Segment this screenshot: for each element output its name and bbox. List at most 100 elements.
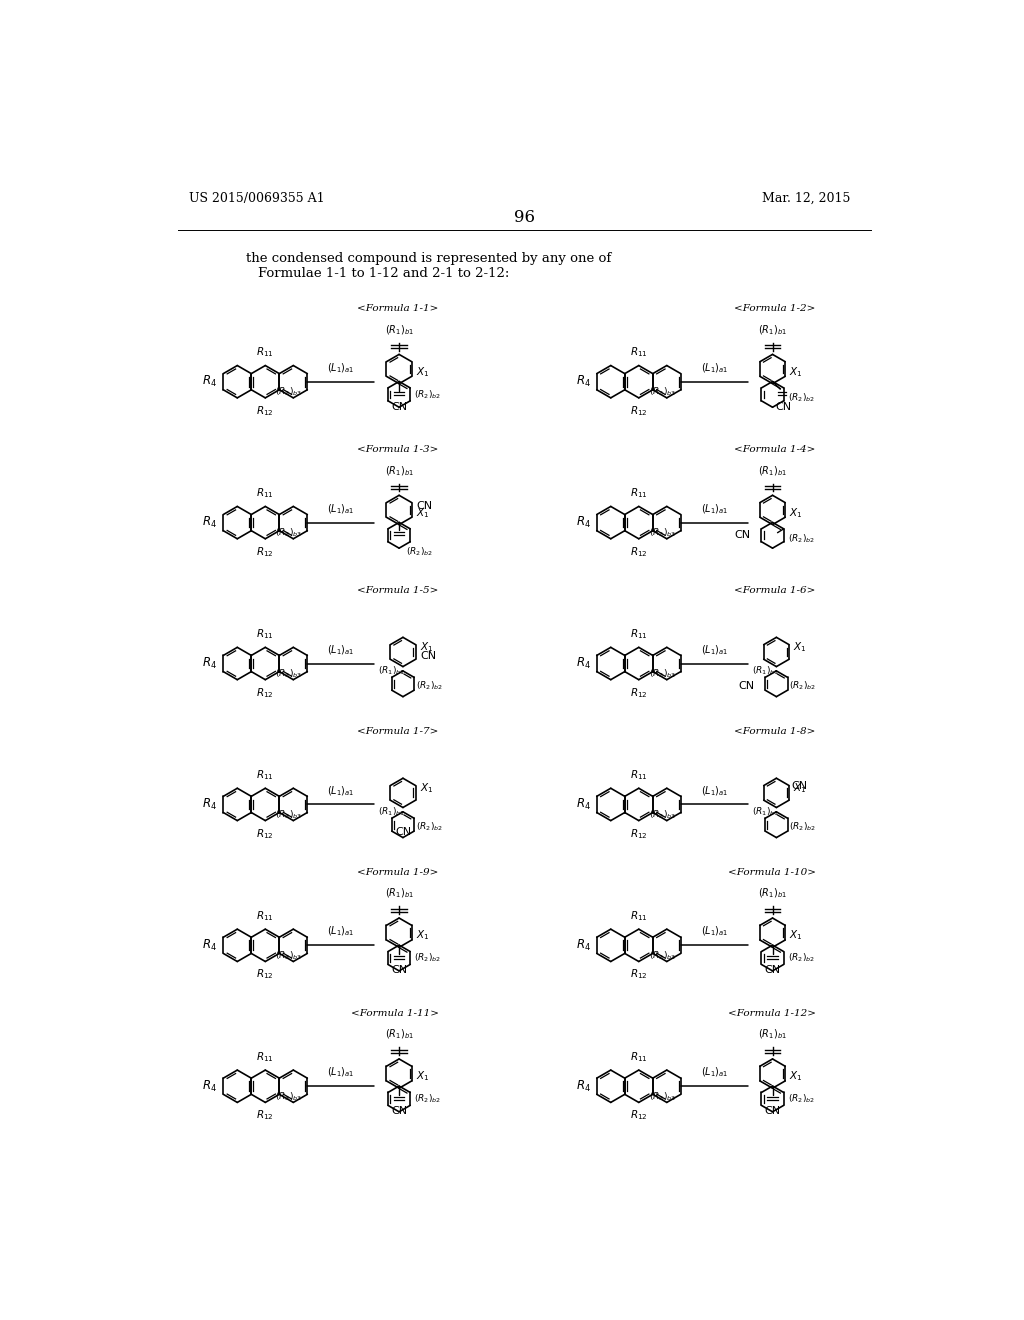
Text: $X_1$: $X_1$ <box>416 366 430 379</box>
Text: $R_{11}$: $R_{11}$ <box>630 1051 647 1064</box>
Text: $R_{11}$: $R_{11}$ <box>256 346 274 359</box>
Text: $(L_1)_{a1}$: $(L_1)_{a1}$ <box>700 925 728 939</box>
Text: $R_4$: $R_4$ <box>203 374 217 389</box>
Text: $(R_3)_{b3}$: $(R_3)_{b3}$ <box>648 385 676 399</box>
Text: $R_4$: $R_4$ <box>575 937 591 953</box>
Text: Formulae 1-1 to 1-12 and 2-1 to 2-12:: Formulae 1-1 to 1-12 and 2-1 to 2-12: <box>258 268 509 280</box>
Text: $(R_3)_{b3}$: $(R_3)_{b3}$ <box>648 949 676 962</box>
Text: <Formula 1-11>: <Formula 1-11> <box>350 1008 438 1018</box>
Text: CN: CN <box>391 1106 408 1117</box>
Text: $(R_2)_{b2}$: $(R_2)_{b2}$ <box>790 680 816 693</box>
Text: $(R_2)_{b2}$: $(R_2)_{b2}$ <box>415 1093 441 1105</box>
Text: $R_{12}$: $R_{12}$ <box>630 826 647 841</box>
Text: <Formula 1-8>: <Formula 1-8> <box>734 727 816 735</box>
Text: $(R_3)_{b3}$: $(R_3)_{b3}$ <box>275 1090 302 1104</box>
Text: <Formula 1-5>: <Formula 1-5> <box>357 586 438 595</box>
Text: $(R_2)_{b2}$: $(R_2)_{b2}$ <box>790 821 816 833</box>
Text: $R_{12}$: $R_{12}$ <box>256 826 274 841</box>
Text: $(R_1)_{b1}$: $(R_1)_{b1}$ <box>378 807 406 818</box>
Text: $X_1$: $X_1$ <box>420 781 433 796</box>
Text: $R_{11}$: $R_{11}$ <box>256 768 274 781</box>
Text: $R_{11}$: $R_{11}$ <box>630 627 647 642</box>
Text: $R_4$: $R_4$ <box>203 515 217 531</box>
Text: $(R_1)_{b1}$: $(R_1)_{b1}$ <box>385 323 414 337</box>
Text: $(R_2)_{b2}$: $(R_2)_{b2}$ <box>787 1093 815 1105</box>
Text: $R_4$: $R_4$ <box>575 374 591 389</box>
Text: $R_{12}$: $R_{12}$ <box>630 686 647 700</box>
Text: $(R_2)_{b2}$: $(R_2)_{b2}$ <box>416 680 442 693</box>
Text: CN: CN <box>791 780 807 791</box>
Text: $R_4$: $R_4$ <box>203 937 217 953</box>
Text: $R_{12}$: $R_{12}$ <box>630 968 647 982</box>
Text: CN: CN <box>420 651 436 661</box>
Text: $(R_1)_{b1}$: $(R_1)_{b1}$ <box>385 887 414 900</box>
Text: CN: CN <box>391 965 408 975</box>
Text: $R_4$: $R_4$ <box>203 656 217 671</box>
Text: $R_{12}$: $R_{12}$ <box>256 686 274 700</box>
Text: $X_1$: $X_1$ <box>794 640 807 655</box>
Text: $(R_1)_{b1}$: $(R_1)_{b1}$ <box>758 465 787 478</box>
Text: $X_1$: $X_1$ <box>416 929 430 942</box>
Text: CN: CN <box>734 531 751 540</box>
Text: $(L_1)_{a1}$: $(L_1)_{a1}$ <box>327 362 354 375</box>
Text: $(R_1)_{b1}$: $(R_1)_{b1}$ <box>378 665 406 677</box>
Text: $X_1$: $X_1$ <box>416 506 430 520</box>
Text: $(L_1)_{a1}$: $(L_1)_{a1}$ <box>700 784 728 797</box>
Text: $(L_1)_{a1}$: $(L_1)_{a1}$ <box>700 643 728 656</box>
Text: $(R_3)_{b3}$: $(R_3)_{b3}$ <box>275 385 302 399</box>
Text: $(R_2)_{b2}$: $(R_2)_{b2}$ <box>406 545 432 558</box>
Text: $(R_3)_{b3}$: $(R_3)_{b3}$ <box>275 527 302 540</box>
Text: $(L_1)_{a1}$: $(L_1)_{a1}$ <box>327 784 354 797</box>
Text: CN: CN <box>765 965 780 975</box>
Text: CN: CN <box>738 681 754 692</box>
Text: $R_{12}$: $R_{12}$ <box>630 1109 647 1122</box>
Text: $(R_1)_{b1}$: $(R_1)_{b1}$ <box>752 665 779 677</box>
Text: <Formula 1-3>: <Formula 1-3> <box>357 445 438 454</box>
Text: $(L_1)_{a1}$: $(L_1)_{a1}$ <box>327 1065 354 1080</box>
Text: $R_{11}$: $R_{11}$ <box>256 627 274 642</box>
Text: $(R_1)_{b1}$: $(R_1)_{b1}$ <box>758 1028 787 1041</box>
Text: $(R_2)_{b2}$: $(R_2)_{b2}$ <box>787 532 815 545</box>
Text: $(R_2)_{b2}$: $(R_2)_{b2}$ <box>416 821 442 833</box>
Text: $(R_1)_{b1}$: $(R_1)_{b1}$ <box>758 323 787 337</box>
Text: CN: CN <box>775 401 792 412</box>
Text: <Formula 1-10>: <Formula 1-10> <box>728 867 816 876</box>
Text: $R_4$: $R_4$ <box>575 515 591 531</box>
Text: $R_{12}$: $R_{12}$ <box>630 545 647 558</box>
Text: <Formula 1-4>: <Formula 1-4> <box>734 445 816 454</box>
Text: $(L_1)_{a1}$: $(L_1)_{a1}$ <box>700 1065 728 1080</box>
Text: $X_1$: $X_1$ <box>794 781 807 796</box>
Text: $R_4$: $R_4$ <box>575 656 591 671</box>
Text: <Formula 1-6>: <Formula 1-6> <box>734 586 816 595</box>
Text: $(R_3)_{b3}$: $(R_3)_{b3}$ <box>648 527 676 540</box>
Text: $R_{12}$: $R_{12}$ <box>256 545 274 558</box>
Text: $R_{11}$: $R_{11}$ <box>630 487 647 500</box>
Text: CN: CN <box>391 401 408 412</box>
Text: $X_1$: $X_1$ <box>790 929 803 942</box>
Text: $(L_1)_{a1}$: $(L_1)_{a1}$ <box>327 643 354 656</box>
Text: $X_1$: $X_1$ <box>790 506 803 520</box>
Text: $X_1$: $X_1$ <box>790 1069 803 1084</box>
Text: $R_{11}$: $R_{11}$ <box>630 909 647 923</box>
Text: $(R_1)_{b1}$: $(R_1)_{b1}$ <box>758 887 787 900</box>
Text: $R_4$: $R_4$ <box>203 1078 217 1094</box>
Text: $(R_1)_{b1}$: $(R_1)_{b1}$ <box>752 807 779 818</box>
Text: $R_4$: $R_4$ <box>203 797 217 812</box>
Text: CN: CN <box>416 500 432 511</box>
Text: 96: 96 <box>514 209 536 226</box>
Text: US 2015/0069355 A1: US 2015/0069355 A1 <box>189 191 325 205</box>
Text: $(R_2)_{b2}$: $(R_2)_{b2}$ <box>415 952 441 964</box>
Text: $R_{12}$: $R_{12}$ <box>256 404 274 418</box>
Text: Mar. 12, 2015: Mar. 12, 2015 <box>762 191 850 205</box>
Text: $(L_1)_{a1}$: $(L_1)_{a1}$ <box>700 362 728 375</box>
Text: $(R_3)_{b3}$: $(R_3)_{b3}$ <box>275 668 302 680</box>
Text: $(R_2)_{b2}$: $(R_2)_{b2}$ <box>415 388 441 400</box>
Text: $R_{12}$: $R_{12}$ <box>630 404 647 418</box>
Text: $X_1$: $X_1$ <box>416 1069 430 1084</box>
Text: $R_{11}$: $R_{11}$ <box>256 1051 274 1064</box>
Text: $(R_3)_{b3}$: $(R_3)_{b3}$ <box>275 809 302 821</box>
Text: $(L_1)_{a1}$: $(L_1)_{a1}$ <box>327 502 354 516</box>
Text: <Formula 1-7>: <Formula 1-7> <box>357 727 438 735</box>
Text: $(L_1)_{a1}$: $(L_1)_{a1}$ <box>327 925 354 939</box>
Text: <Formula 1-9>: <Formula 1-9> <box>357 867 438 876</box>
